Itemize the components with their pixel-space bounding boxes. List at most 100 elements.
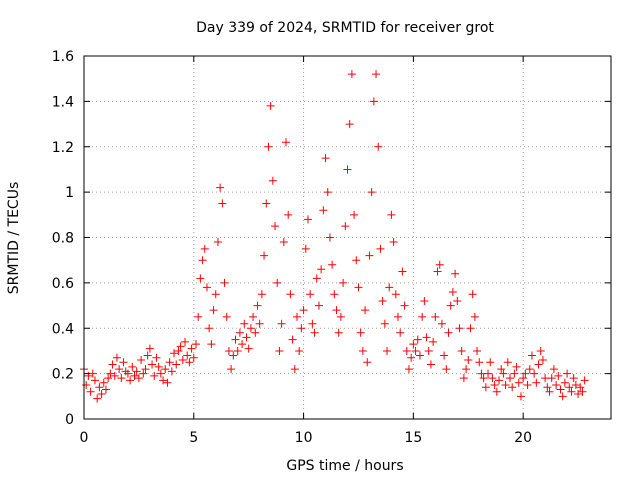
data-point [369, 97, 378, 106]
data-point [580, 376, 589, 385]
data-point [380, 319, 389, 328]
data-point [238, 340, 247, 349]
data-point [341, 222, 350, 231]
axis-ticks [83, 55, 611, 420]
data-point [578, 387, 587, 396]
data-point [128, 362, 137, 371]
data-point [426, 360, 435, 369]
data-point [440, 351, 449, 360]
data-point [356, 328, 365, 337]
data-point [101, 385, 110, 394]
data-point [317, 265, 326, 274]
data-point [569, 374, 578, 383]
data-point [150, 371, 159, 380]
x-tick-labels: 0 5 10 15 20 [80, 430, 533, 446]
y-tick-label: 1.6 [52, 49, 74, 65]
data-point [178, 356, 187, 365]
data-point [106, 369, 115, 378]
data-point [448, 287, 457, 296]
data-point [292, 312, 301, 321]
data-point [143, 351, 152, 360]
data-point [299, 306, 308, 315]
data-point [104, 374, 113, 383]
x-tick-label: 15 [404, 430, 422, 446]
data-point [339, 278, 348, 287]
data-point [552, 380, 561, 389]
data-point [181, 337, 190, 346]
data-point [490, 380, 499, 389]
y-tick-labels: 0 0.2 0.4 0.6 0.8 1 1.2 1.4 1.6 [52, 49, 74, 428]
x-tick-label: 5 [189, 430, 198, 446]
data-point [218, 199, 227, 208]
data-point [433, 267, 442, 276]
data-point [112, 353, 121, 362]
data-point [508, 383, 517, 392]
data-point [468, 290, 477, 299]
data-point [277, 319, 286, 328]
data-point [560, 378, 569, 387]
y-tick-label: 0.4 [52, 321, 74, 337]
data-point [167, 367, 176, 376]
data-point [536, 346, 545, 355]
data-point [497, 365, 506, 374]
data-point [415, 351, 424, 360]
data-point [391, 290, 400, 299]
data-point [372, 70, 381, 79]
data-point [134, 374, 143, 383]
y-tick-label: 0.2 [52, 367, 74, 383]
data-point [165, 358, 174, 367]
data-point [282, 138, 291, 147]
data-point [132, 367, 141, 376]
data-point [345, 120, 354, 129]
data-point [154, 362, 163, 371]
data-point [394, 312, 403, 321]
data-point [93, 394, 102, 403]
data-point [240, 319, 249, 328]
data-point [350, 210, 359, 219]
data-point [176, 342, 185, 351]
data-point [246, 324, 255, 333]
data-point [446, 301, 455, 310]
data-point [297, 324, 306, 333]
data-point [532, 378, 541, 387]
data-point [255, 319, 264, 328]
data-point [565, 383, 574, 392]
data-point [336, 312, 345, 321]
data-point [530, 369, 539, 378]
data-point [161, 365, 170, 374]
data-point [521, 369, 530, 378]
data-point [505, 374, 514, 383]
data-point [251, 328, 260, 337]
data-point [418, 312, 427, 321]
data-point [424, 346, 433, 355]
data-point [194, 312, 203, 321]
data-point [139, 369, 148, 378]
data-point [288, 335, 297, 344]
data-point [442, 365, 451, 374]
data-point [510, 369, 519, 378]
grid-lines [84, 56, 611, 419]
y-axis-label: SRMTID / TECUs [6, 182, 22, 295]
data-point [301, 244, 310, 253]
data-point [273, 278, 282, 287]
data-point [466, 324, 475, 333]
data-point [534, 360, 543, 369]
data-point [310, 328, 319, 337]
data-point [387, 210, 396, 219]
data-point [455, 324, 464, 333]
data-point [495, 376, 504, 385]
data-point [198, 256, 207, 265]
data-point [156, 369, 165, 378]
data-point [222, 312, 231, 321]
data-point [191, 340, 200, 349]
data-point [501, 380, 510, 389]
data-point [295, 346, 304, 355]
data-point [88, 369, 97, 378]
data-point [383, 346, 392, 355]
data-point [213, 238, 222, 247]
data-point [352, 256, 361, 265]
data-point [308, 319, 317, 328]
data-point [554, 371, 563, 380]
data-point [473, 346, 482, 355]
x-tick-label: 10 [295, 430, 313, 446]
